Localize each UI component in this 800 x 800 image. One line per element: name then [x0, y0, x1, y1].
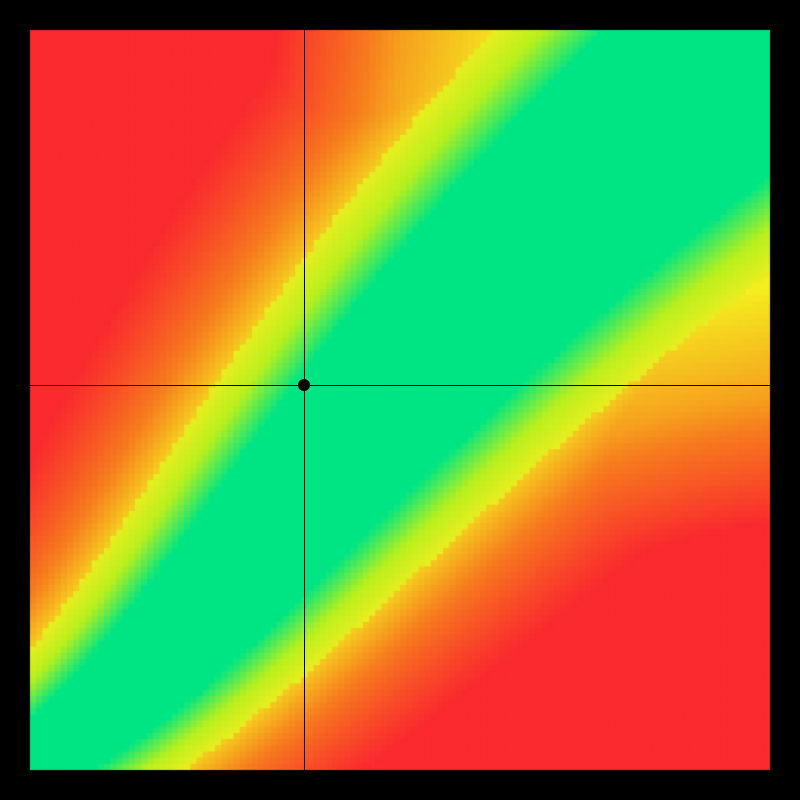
plot-frame [0, 0, 800, 800]
crosshair-vertical [304, 30, 305, 770]
chart-container: TheBottleneck.com [0, 0, 800, 800]
crosshair-marker [298, 379, 310, 391]
heatmap-canvas [0, 0, 800, 800]
crosshair-horizontal [30, 385, 770, 386]
